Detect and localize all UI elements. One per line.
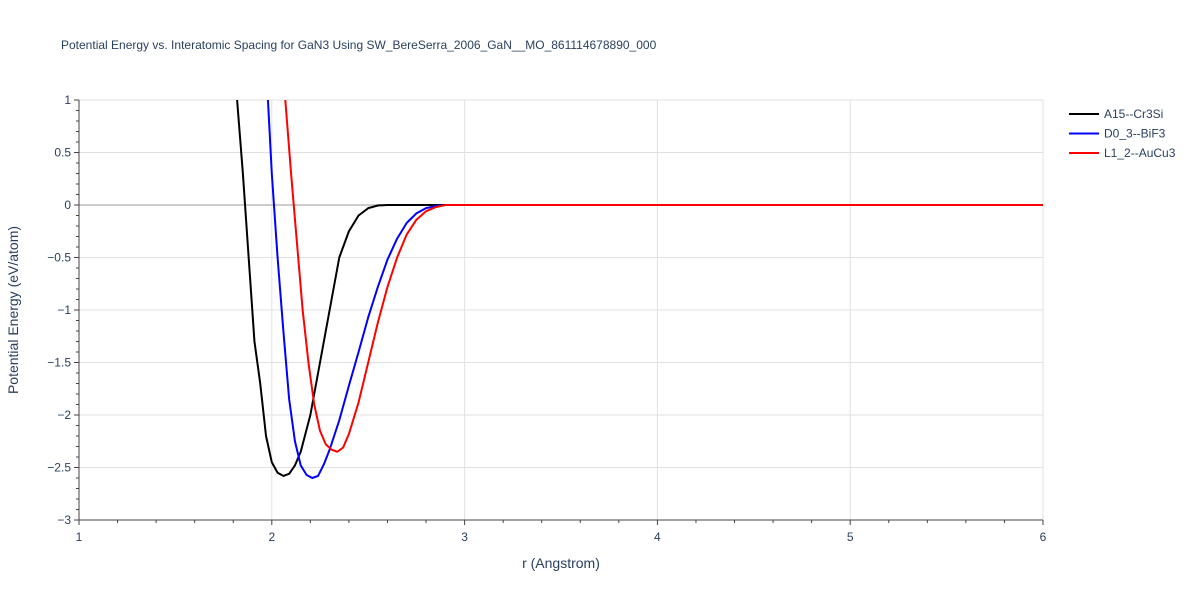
series-line-0[interactable] [236, 100, 1043, 477]
x-axis-title: r (Angstrom) [522, 555, 600, 571]
y-tick-label: −1.5 [47, 356, 71, 370]
y-axis-title: Potential Energy (eV/atom) [5, 226, 21, 394]
legend[interactable]: A15--Cr3Si D0_3--BiF3 L1_2--AuCu3 [1069, 107, 1176, 160]
y-tick-label: 1 [64, 93, 71, 107]
y-tick-label: −3 [57, 513, 71, 527]
x-tick-label: 6 [1040, 530, 1047, 544]
x-tick-label: 4 [654, 530, 661, 544]
x-tick-label: 2 [268, 530, 275, 544]
y-tick-label: −2.5 [47, 461, 71, 475]
legend-item[interactable]: L1_2--AuCu3 [1069, 146, 1176, 160]
legend-item[interactable]: A15--Cr3Si [1069, 107, 1163, 121]
grid [79, 99, 1044, 520]
x-tick-label: 3 [461, 530, 468, 544]
axes: 1 2 3 4 5 6 1 0.5 0 −0.5 −1 −1.5 −2 −2.5 −3 [47, 93, 1046, 544]
series-layer [236, 100, 1043, 479]
y-tick-label: −1 [57, 303, 71, 317]
chart-title: Potential Energy vs. Interatomic Spacing… [61, 38, 657, 52]
legend-label: L1_2--AuCu3 [1104, 146, 1176, 160]
y-tick-label: 0 [64, 198, 71, 212]
legend-label: A15--Cr3Si [1104, 107, 1163, 121]
y-tick-label: −0.5 [47, 251, 71, 265]
x-tick-label: 5 [847, 530, 854, 544]
series-line-1[interactable] [266, 100, 1043, 479]
y-tick-label: 0.5 [54, 146, 71, 160]
legend-item[interactable]: D0_3--BiF3 [1069, 127, 1166, 141]
series-line-2[interactable] [284, 100, 1043, 453]
legend-label: D0_3--BiF3 [1104, 127, 1166, 141]
x-tick-label: 1 [76, 530, 83, 544]
y-tick-label: −2 [57, 408, 71, 422]
